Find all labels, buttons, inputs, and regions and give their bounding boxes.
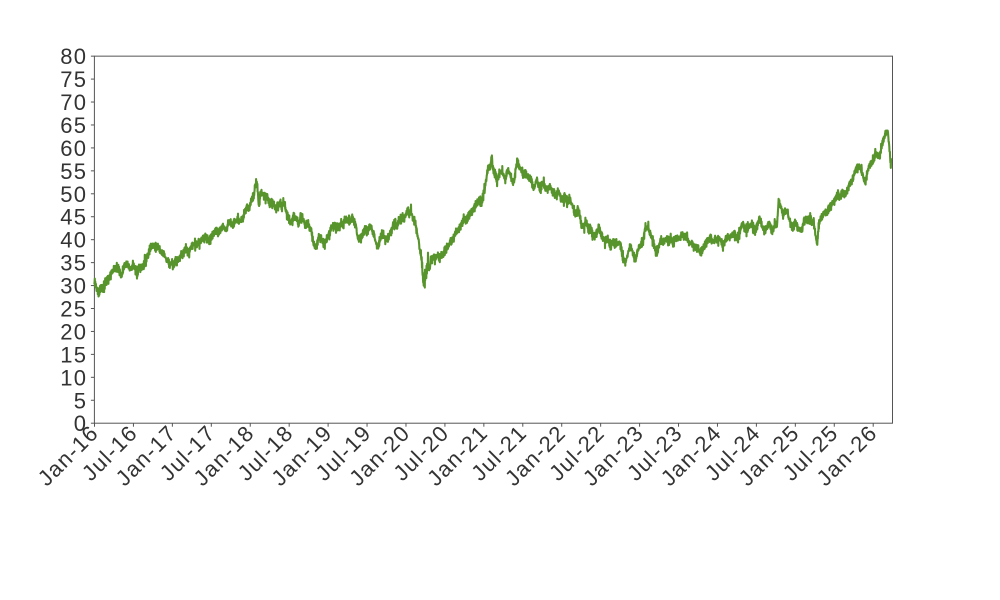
svg-text:10: 10	[60, 365, 87, 390]
svg-text:35: 35	[60, 251, 87, 276]
svg-text:25: 25	[60, 297, 87, 322]
svg-text:55: 55	[60, 159, 87, 184]
svg-text:70: 70	[60, 90, 87, 115]
svg-text:75: 75	[60, 67, 87, 92]
svg-text:20: 20	[60, 319, 87, 344]
svg-text:65: 65	[60, 113, 87, 138]
svg-text:30: 30	[60, 274, 87, 299]
svg-text:5: 5	[74, 388, 88, 413]
svg-text:15: 15	[60, 342, 87, 367]
svg-text:80: 80	[60, 44, 87, 69]
svg-text:45: 45	[60, 205, 87, 230]
svg-text:40: 40	[60, 228, 87, 253]
svg-text:50: 50	[60, 182, 87, 207]
svg-text:60: 60	[60, 136, 87, 161]
svg-text:0: 0	[74, 411, 88, 436]
